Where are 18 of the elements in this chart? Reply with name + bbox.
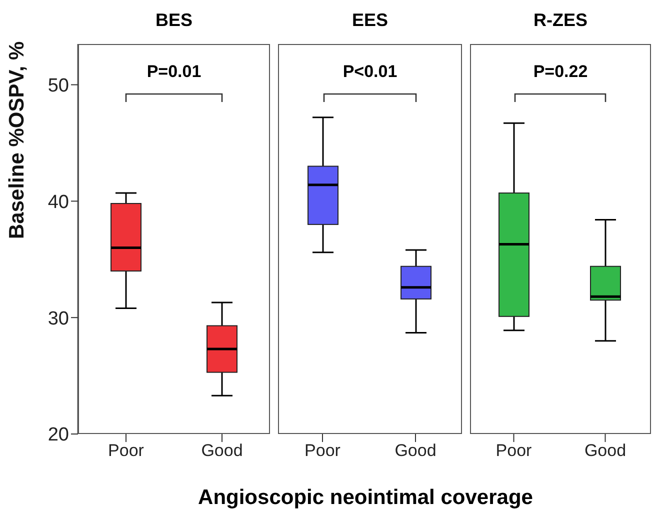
x-tick-label: Good	[394, 441, 436, 460]
chart-title: R-ZES	[532, 10, 588, 31]
annotation: P=0.01	[146, 62, 202, 82]
x-tick-label: Poor	[496, 441, 532, 460]
annotation: P=0.22	[532, 62, 589, 82]
x-tick-label: Good	[201, 441, 243, 460]
y-tick-label: 30	[48, 308, 69, 330]
annotation: P<0.01	[342, 62, 398, 82]
y-tick-label: 40	[48, 192, 69, 213]
y-tick-label: 20	[48, 424, 69, 446]
y-tick-label: 50	[48, 75, 69, 96]
x-axis-title: Angioscopic neointimal coverage	[197, 486, 534, 510]
chart-title: EES	[350, 10, 390, 31]
x-tick-label: Poor	[108, 441, 144, 460]
x-tick-label: Good	[584, 441, 626, 460]
x-tick-label: Poor	[304, 441, 341, 460]
chart-title: BES	[154, 10, 194, 31]
y-axis-title: Baseline %OSPV, %	[5, 41, 28, 239]
